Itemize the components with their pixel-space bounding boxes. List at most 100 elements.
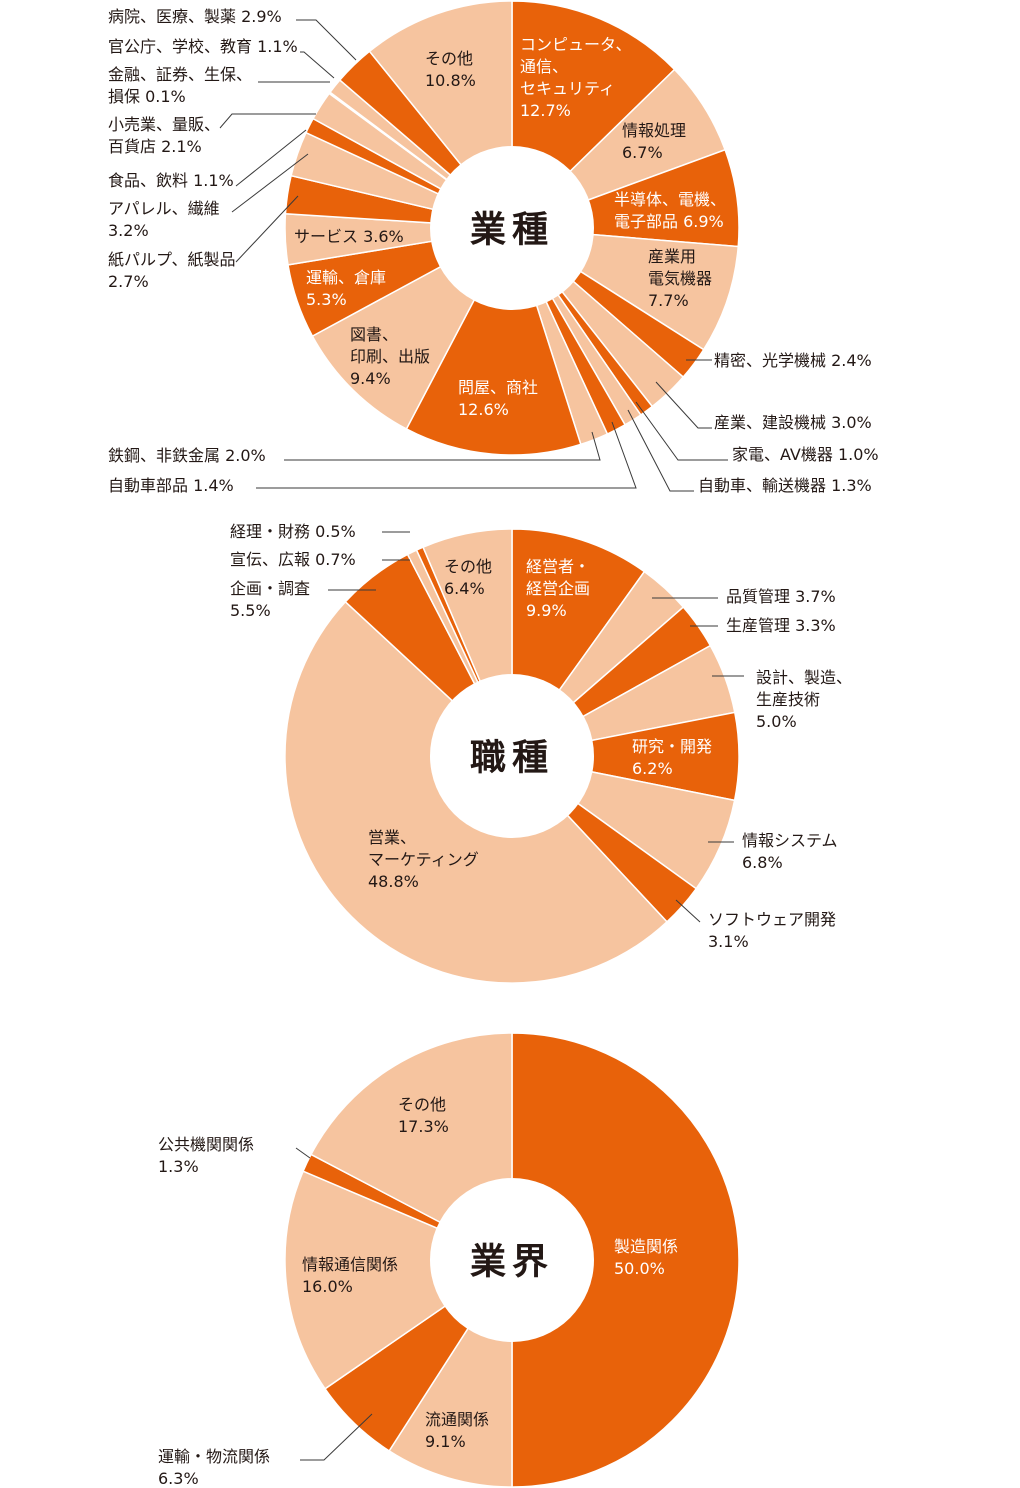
- slice-label-line: 公共機関関係: [158, 1135, 254, 1154]
- slice-label: 図書、印刷、出版 9.4%: [350, 325, 430, 388]
- leader-line: [235, 195, 299, 263]
- slice-label: その他 6.4%: [444, 557, 492, 598]
- slice-label-line: その他: [444, 557, 492, 576]
- slice-label: 自動車、輸送機器 1.3%: [698, 476, 872, 495]
- slice-label: 公共機関関係 1.3%: [158, 1135, 254, 1176]
- leader-line: [219, 113, 316, 129]
- slice-label-line: マーケティング: [368, 850, 479, 869]
- slice-label-line: 流通関係: [425, 1410, 489, 1429]
- slice-label: 食品、飲料 1.1%: [108, 171, 234, 190]
- slice-label-line: 小売業、量販、: [108, 115, 220, 134]
- slice-label-line: 官公庁、学校、教育 1.1%: [108, 37, 298, 56]
- slice-label-line: 5.5%: [230, 601, 271, 620]
- pie-slice: [284, 1170, 514, 1390]
- slice-label-line: 9.9%: [526, 601, 567, 620]
- leader-line: [655, 381, 712, 429]
- slice-label-line: その他: [425, 49, 473, 68]
- slice-label-line: 5.3%: [306, 290, 347, 309]
- slice-label-line: 半導体、電機、: [614, 190, 726, 209]
- chart-title: 業種: [470, 210, 554, 251]
- slice-label: 運輸・物流関係 6.3%: [158, 1447, 270, 1488]
- slice-label-line: 産業、建設機械 3.0%: [714, 413, 872, 432]
- leader-line: [284, 431, 601, 461]
- slice-label-line: 損保 0.1%: [108, 87, 186, 106]
- slice-label-line: 企画・調査: [230, 579, 310, 598]
- pie-slice: [511, 1032, 740, 1488]
- slice-label-line: その他: [398, 1095, 446, 1114]
- slice-label: コンピュータ、通信、セキュリティ 12.7%: [520, 35, 632, 120]
- slice-label-line: 5.0%: [756, 712, 797, 731]
- slice-label-line: 製造関係: [614, 1237, 678, 1256]
- slice-label-line: 自動車部品 1.4%: [108, 476, 234, 495]
- slice-label: 生産管理 3.3%: [726, 616, 836, 635]
- slice-label-line: 自動車、輸送機器 1.3%: [698, 476, 872, 495]
- slice-label: 宣伝、広報 0.7%: [230, 550, 356, 569]
- slice-label-line: アパレル、繊維: [108, 199, 220, 218]
- slice-label-line: 6.7%: [622, 143, 663, 162]
- slice-label-line: 家電、AV機器 1.0%: [732, 445, 879, 464]
- donut-hole: [430, 674, 594, 838]
- leader-line: [300, 51, 335, 79]
- slice-label-line: 産業用: [648, 247, 696, 266]
- slice-label-line: 研究・開発: [632, 737, 712, 756]
- donut-hole: [430, 1178, 594, 1342]
- slice-label-line: 病院、医療、製薬 2.9%: [108, 7, 282, 26]
- donut-hole: [430, 146, 594, 310]
- slice-label: 運輸、倉庫 5.3%: [306, 268, 386, 309]
- slice-label: 病院、医療、製薬 2.9%: [108, 7, 282, 26]
- leader-line: [235, 129, 307, 187]
- slice-label: 問屋、商社 12.6%: [458, 378, 538, 419]
- slice-label-line: 電子部品 6.9%: [614, 212, 724, 231]
- industry-donut-chart: 業種 コンピュータ、通信、セキュリティ 12.7% 情報処理 6.7% 半導体、電機、電…: [108, 0, 879, 495]
- leader-line: [256, 421, 637, 489]
- slice-label-line: 3.1%: [708, 932, 749, 951]
- business-field-donut-chart: 業界 製造関係 50.0% 流通関係 9.1% 運輸・物流関係 6.3% 情報通信関係 16.…: [158, 1032, 740, 1488]
- slice-label: 製造関係 50.0%: [614, 1237, 678, 1278]
- slice-label-line: 問屋、商社: [458, 378, 538, 397]
- slice-label-line: 6.4%: [444, 579, 485, 598]
- slice-label: 情報処理 6.7%: [622, 121, 686, 162]
- slice-label: ソフトウェア開発 3.1%: [708, 910, 836, 951]
- slice-label-line: 6.3%: [158, 1469, 199, 1488]
- slice-label: 自動車部品 1.4%: [108, 476, 234, 495]
- slice-label-line: 9.1%: [425, 1432, 466, 1451]
- slice-label: 精密、光学機械 2.4%: [714, 351, 872, 370]
- leader-line: [296, 19, 357, 61]
- slice-label-line: 経営者・: [526, 557, 590, 576]
- slice-label-line: 経理・財務 0.5%: [230, 522, 356, 541]
- slice-label: 経営者・経営企画 9.9%: [526, 557, 590, 620]
- chart-title: 業界: [470, 1242, 554, 1283]
- slice-label-line: 紙パルプ、紙製品: [108, 250, 236, 269]
- slice-label-line: 情報システム: [742, 831, 838, 850]
- slice-label-line: 鉄鋼、非鉄金属 2.0%: [108, 446, 266, 465]
- leader-line: [300, 1413, 373, 1461]
- slice-label-line: 6.2%: [632, 759, 673, 778]
- slice-label-line: 6.8%: [742, 853, 783, 872]
- slice-label-line: 16.0%: [302, 1277, 353, 1296]
- slice-label: 紙パルプ、紙製品 2.7%: [108, 250, 236, 291]
- slice-label: アパレル、繊維 3.2%: [108, 199, 220, 240]
- slice-label-line: 12.6%: [458, 400, 509, 419]
- slice-label-line: 7.7%: [648, 291, 689, 310]
- slice-label: 家電、AV機器 1.0%: [732, 445, 879, 464]
- slice-label-line: 宣伝、広報 0.7%: [230, 550, 356, 569]
- leader-line: [295, 1147, 311, 1159]
- slice-label-line: コンピュータ、: [520, 35, 632, 54]
- slice-label: 情報通信関係 16.0%: [302, 1255, 398, 1296]
- slice-label-line: 食品、飲料 1.1%: [108, 171, 234, 190]
- slice-label: 研究・開発 6.2%: [632, 737, 712, 778]
- slice-label: 品質管理 3.7%: [726, 587, 836, 606]
- slice-label-line: 金融、証券、生保、: [108, 65, 252, 84]
- slice-label-line: 情報処理: [622, 121, 686, 140]
- leader-line: [627, 409, 694, 492]
- slice-label-line: 12.7%: [520, 101, 571, 120]
- slice-label-line: 精密、光学機械 2.4%: [714, 351, 872, 370]
- slice-label: 産業用電気機器 7.7%: [648, 247, 712, 310]
- slice-label-line: 営業、: [368, 828, 416, 847]
- job-type-donut-chart: 職種 経営者・経営企画 9.9% 品質管理 3.7% 生産管理 3.3% 設計、製造、生…: [230, 522, 852, 984]
- slice-label: 流通関係 9.1%: [425, 1410, 489, 1451]
- slice-label-line: 10.8%: [425, 71, 476, 90]
- slice-label-line: 印刷、出版: [350, 347, 430, 366]
- leader-line: [675, 899, 701, 923]
